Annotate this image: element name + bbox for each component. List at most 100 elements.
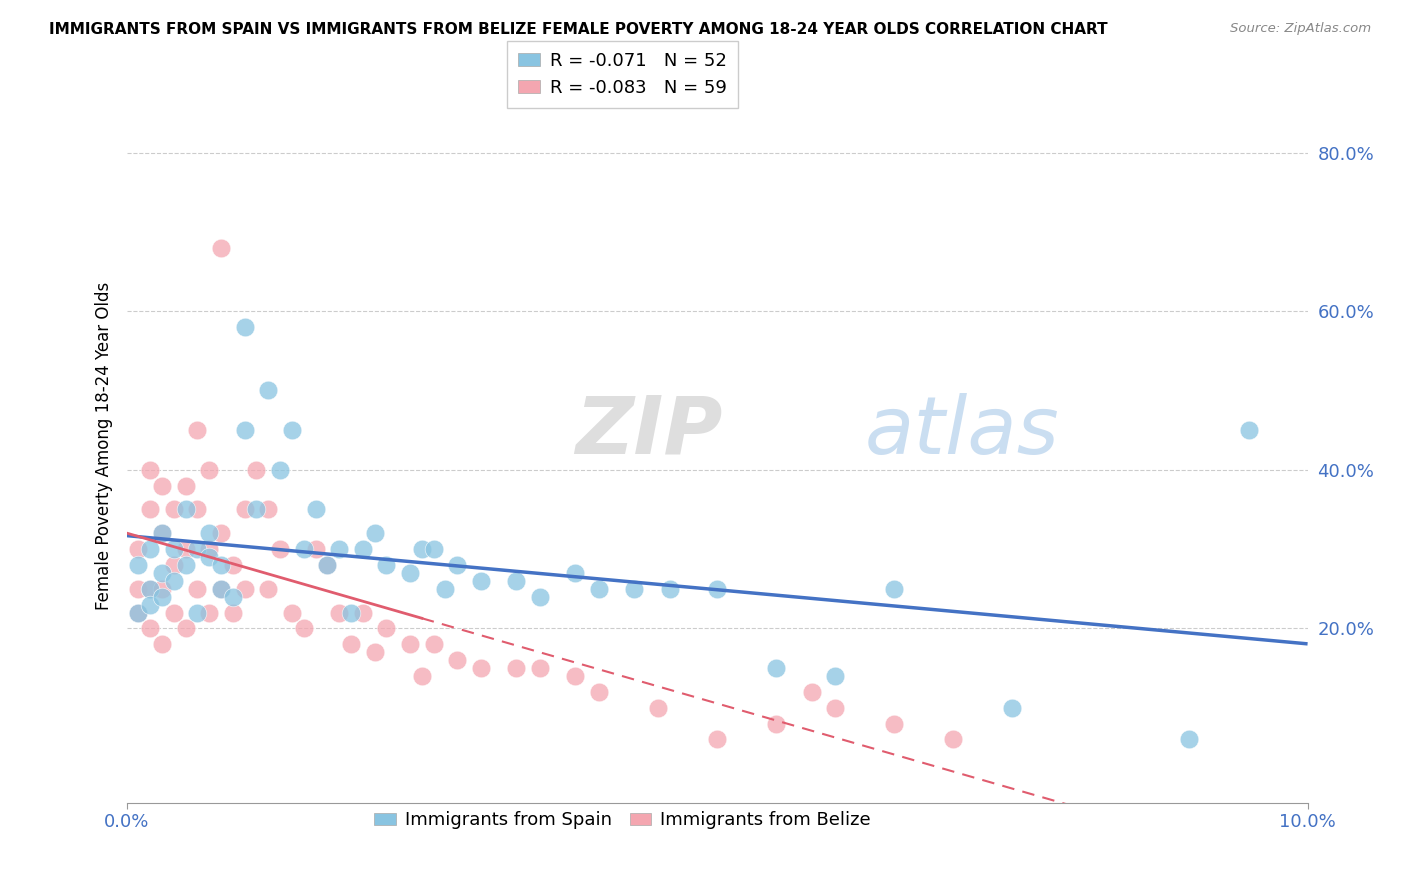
Point (150, 526, 173, 541)
Point (257, 502, 280, 516)
Point (198, 542, 221, 557)
Point (658, 582, 681, 596)
Point (505, 574, 527, 588)
Point (209, 582, 232, 596)
Point (186, 582, 208, 596)
Point (163, 574, 186, 588)
Point (800, 685, 823, 699)
Point (292, 542, 315, 557)
Point (363, 526, 385, 541)
Point (352, 606, 374, 620)
Point (942, 732, 965, 747)
Point (352, 542, 374, 557)
Point (150, 637, 173, 651)
Legend: Immigrants from Spain, Immigrants from Belize: Immigrants from Spain, Immigrants from B… (367, 805, 879, 837)
Point (139, 621, 162, 635)
Point (245, 463, 267, 477)
Point (422, 542, 444, 557)
Point (209, 558, 232, 572)
Point (163, 558, 186, 572)
Point (399, 566, 422, 580)
Point (257, 384, 280, 398)
Point (824, 669, 846, 683)
Point (434, 582, 457, 596)
Point (588, 685, 610, 699)
Point (139, 582, 162, 596)
Point (233, 320, 256, 334)
Point (198, 526, 221, 541)
Point (139, 463, 162, 477)
Point (340, 637, 363, 651)
Point (269, 542, 291, 557)
Point (316, 558, 339, 572)
Point (505, 661, 527, 675)
Point (269, 463, 291, 477)
Point (470, 661, 492, 675)
Point (150, 590, 173, 604)
Point (186, 502, 208, 516)
Text: Source: ZipAtlas.com: Source: ZipAtlas.com (1230, 22, 1371, 36)
Point (127, 542, 149, 557)
Point (1001, 700, 1024, 714)
Point (150, 566, 173, 580)
Point (233, 502, 256, 516)
Point (209, 526, 232, 541)
Point (328, 606, 350, 620)
Point (257, 582, 280, 596)
Text: IMMIGRANTS FROM SPAIN VS IMMIGRANTS FROM BELIZE FEMALE POVERTY AMONG 18-24 YEAR : IMMIGRANTS FROM SPAIN VS IMMIGRANTS FROM… (49, 22, 1108, 37)
Point (139, 542, 162, 557)
Point (706, 582, 728, 596)
Point (198, 606, 221, 620)
Point (222, 590, 245, 604)
Point (411, 669, 433, 683)
Point (529, 661, 551, 675)
Point (198, 463, 221, 477)
Point (529, 590, 551, 604)
Point (127, 558, 149, 572)
Point (186, 606, 208, 620)
Point (340, 606, 363, 620)
Point (127, 582, 149, 596)
Point (1178, 732, 1201, 747)
Point (564, 669, 586, 683)
Point (328, 542, 350, 557)
Point (292, 621, 315, 635)
Point (316, 558, 339, 572)
Point (186, 423, 208, 437)
Point (422, 637, 444, 651)
Point (363, 645, 385, 659)
Point (446, 653, 468, 667)
Point (375, 558, 398, 572)
Point (163, 502, 186, 516)
Point (209, 582, 232, 596)
Point (281, 606, 304, 620)
Point (1237, 423, 1260, 437)
Point (163, 606, 186, 620)
Point (174, 502, 197, 516)
Point (222, 558, 245, 572)
Point (470, 574, 492, 588)
Point (883, 582, 905, 596)
Point (222, 606, 245, 620)
Point (139, 598, 162, 612)
Point (281, 423, 304, 437)
Text: atlas: atlas (865, 392, 1060, 471)
Point (588, 582, 610, 596)
Point (150, 582, 173, 596)
Point (150, 526, 173, 541)
Point (139, 582, 162, 596)
Point (399, 637, 422, 651)
Point (174, 621, 197, 635)
Point (186, 542, 208, 557)
Point (765, 661, 787, 675)
Point (163, 542, 186, 557)
Point (150, 478, 173, 492)
Point (174, 542, 197, 557)
Point (446, 558, 468, 572)
Point (139, 502, 162, 516)
Point (824, 700, 846, 714)
Point (233, 423, 256, 437)
Point (209, 241, 232, 255)
Point (174, 558, 197, 572)
Point (623, 582, 645, 596)
